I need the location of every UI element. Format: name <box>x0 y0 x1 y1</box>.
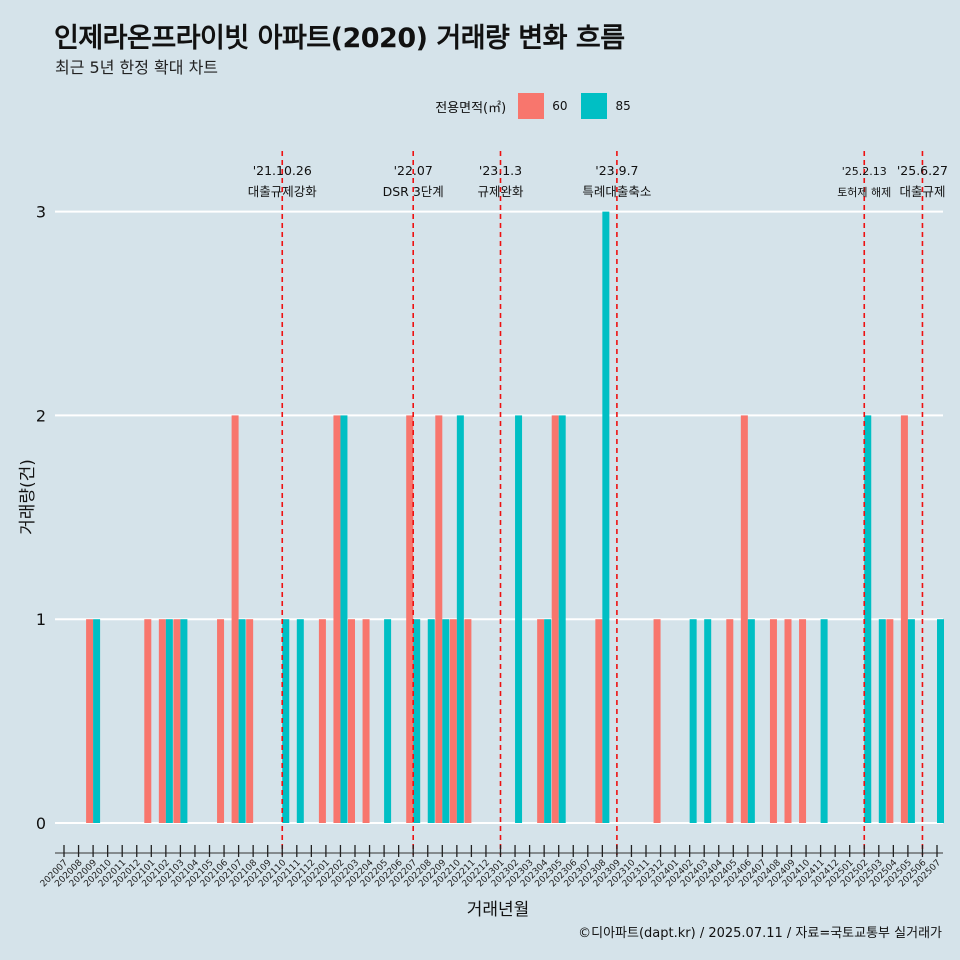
legend-label-60: 60 <box>552 99 568 113</box>
bar-85-202102 <box>165 619 173 823</box>
bar-85-202406 <box>747 619 755 823</box>
bar-60-202505 <box>900 415 908 823</box>
bar-85-202207 <box>413 619 421 823</box>
bar-60-202409 <box>784 619 792 823</box>
bar-85-202205 <box>384 619 392 823</box>
bar-85-202208 <box>427 619 435 823</box>
bar-60-202108 <box>246 619 254 823</box>
bar-60-202308 <box>595 619 603 823</box>
bar-85-202503 <box>878 619 886 823</box>
legend-label-85: 85 <box>615 99 631 113</box>
bar-60-202408 <box>769 619 777 823</box>
bar-85-202209 <box>442 619 450 823</box>
bar-60-202504 <box>886 619 894 823</box>
bar-60-202305 <box>551 415 559 823</box>
bar-85-202302 <box>515 415 523 823</box>
chart-subtitle: 최근 5년 한정 확대 차트 <box>55 58 219 77</box>
bar-60-202410 <box>799 619 807 823</box>
bar-60-202102 <box>158 619 166 823</box>
legend-key-60 <box>518 93 545 119</box>
legend-key-85 <box>581 93 608 119</box>
bar-60-202106 <box>217 619 225 823</box>
bar-85-202110 <box>282 619 290 823</box>
y-tick-label-2: 2 <box>36 406 46 425</box>
bar-85-202009 <box>93 619 101 823</box>
bar-85-202305 <box>558 415 566 823</box>
caption: ©디아파트(dapt.kr) / 2025.07.11 / 자료=국토교통부 실… <box>578 926 942 941</box>
bar-60-202405 <box>726 619 734 823</box>
bar-60-202312 <box>653 619 661 823</box>
bar-60-202009 <box>86 619 94 823</box>
event-label-202110: 대출규제강화 <box>248 184 318 199</box>
bar-85-202304 <box>544 619 552 823</box>
legend-title: 전용면적(㎡) <box>435 100 507 116</box>
bar-60-202107 <box>231 415 239 823</box>
bar-85-202210 <box>456 415 464 823</box>
y-tick-label-3: 3 <box>36 203 46 222</box>
bar-60-202406 <box>740 415 748 823</box>
bar-85-202507 <box>937 619 944 823</box>
bar-85-202107 <box>238 619 246 823</box>
bar-60-202207 <box>406 415 414 823</box>
bar-60-202101 <box>144 619 152 823</box>
event-label-202309: 특례대출축소 <box>582 184 651 199</box>
bar-60-202201 <box>318 619 326 823</box>
bar-85-202103 <box>180 619 188 823</box>
event-date-202207: '22.07 <box>394 163 433 178</box>
bar-85-202308 <box>602 211 610 824</box>
bar-85-202505 <box>907 619 915 823</box>
bar-60-202211 <box>464 619 472 823</box>
event-label-202207: DSR 3단계 <box>383 184 444 199</box>
event-date-202502: '25.2.13 <box>842 165 887 178</box>
y-tick-label-1: 1 <box>36 610 46 629</box>
event-label-202301: 규제완화 <box>477 184 524 199</box>
event-date-202110: '21.10.26 <box>253 163 312 178</box>
bar-60-202209 <box>435 415 443 823</box>
bar-60-202304 <box>537 619 545 823</box>
event-label-202502: 토허제 해제 <box>837 185 891 199</box>
bar-85-202202 <box>340 415 348 823</box>
bar-85-202111 <box>296 619 304 823</box>
bar-60-202203 <box>348 619 355 823</box>
y-axis-title: 거래량(건) <box>18 459 38 535</box>
event-date-202309: '23.9.7 <box>595 163 638 178</box>
bar-85-202502 <box>864 415 872 823</box>
bar-85-202402 <box>689 619 697 823</box>
bar-60-202103 <box>173 619 181 823</box>
x-axis-title: 거래년월 <box>467 900 530 920</box>
bar-60-202210 <box>449 619 457 823</box>
chart-title: 인제라온프라이빗 아파트(2020) 거래량 변화 흐름 <box>54 23 625 54</box>
bar-85-202403 <box>704 619 712 823</box>
y-tick-label-0: 0 <box>36 814 46 833</box>
event-date-202506: '25.6.27 <box>897 163 948 178</box>
bar-60-202202 <box>333 415 341 823</box>
event-date-202301: '23.1.3 <box>479 163 522 178</box>
bar-85-202411 <box>820 619 828 823</box>
legend: 전용면적(㎡) 60 85 <box>0 93 960 119</box>
event-label-202506: 대출규제 <box>899 184 945 199</box>
bar-60-202204 <box>362 619 370 823</box>
